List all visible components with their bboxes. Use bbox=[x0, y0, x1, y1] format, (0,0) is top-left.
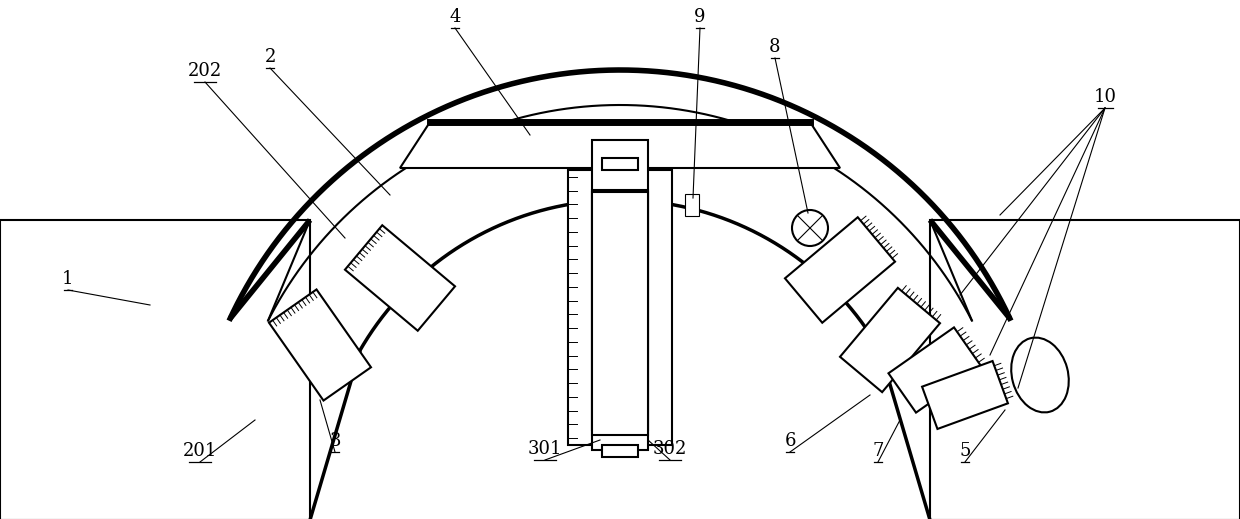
Text: 302: 302 bbox=[652, 440, 687, 458]
Bar bbox=[684, 194, 699, 216]
Text: 6: 6 bbox=[784, 432, 796, 450]
Polygon shape bbox=[889, 327, 982, 413]
Polygon shape bbox=[785, 217, 895, 323]
Text: 301: 301 bbox=[528, 440, 562, 458]
Bar bbox=[591, 190, 649, 450]
Text: 2: 2 bbox=[264, 48, 275, 66]
Polygon shape bbox=[839, 288, 940, 392]
Text: 5: 5 bbox=[960, 442, 971, 460]
Polygon shape bbox=[345, 225, 455, 331]
Bar bbox=[568, 170, 672, 445]
Text: 7: 7 bbox=[872, 442, 884, 460]
Text: 4: 4 bbox=[449, 8, 461, 26]
Bar bbox=[601, 445, 639, 457]
Circle shape bbox=[792, 210, 828, 246]
Text: 202: 202 bbox=[188, 62, 222, 80]
Bar bbox=[601, 158, 639, 170]
Bar bbox=[930, 220, 1240, 519]
Bar bbox=[591, 192, 649, 435]
Polygon shape bbox=[923, 361, 1008, 429]
Text: 9: 9 bbox=[694, 8, 706, 26]
Bar bbox=[591, 140, 649, 430]
Bar bbox=[0, 220, 310, 519]
Text: 8: 8 bbox=[769, 38, 781, 56]
Text: 10: 10 bbox=[1094, 88, 1116, 106]
Polygon shape bbox=[401, 122, 839, 168]
Polygon shape bbox=[269, 290, 371, 401]
Ellipse shape bbox=[1012, 337, 1069, 413]
Text: 3: 3 bbox=[330, 432, 341, 450]
Text: 1: 1 bbox=[62, 270, 73, 288]
Text: 201: 201 bbox=[182, 442, 217, 460]
